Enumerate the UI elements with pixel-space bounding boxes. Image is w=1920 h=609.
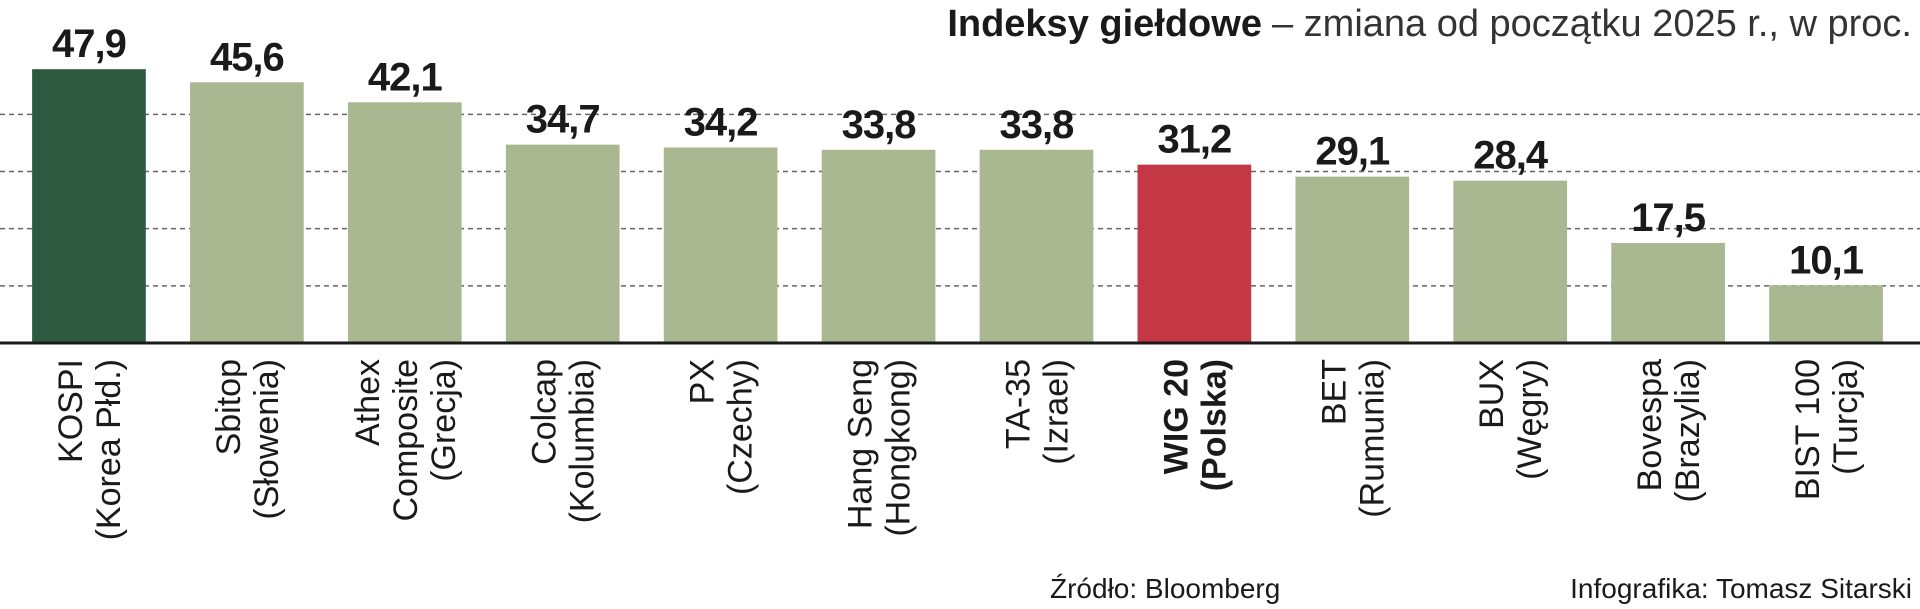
x-tick-label: WIG 20 (Polska): [1157, 359, 1233, 491]
credit: Infografika: Tomasz Sitarski: [1570, 573, 1912, 604]
x-tick-label-line: (Słowenia): [248, 359, 286, 520]
x-tick-label-line: (Węgry): [1511, 359, 1549, 480]
x-tick-label-line: (Polska): [1195, 359, 1233, 491]
x-tick-label: Athex Composite (Grecja): [349, 359, 463, 522]
value-label: 17,5: [1631, 196, 1706, 240]
value-label: 34,2: [684, 100, 758, 144]
chart-subtitle: – zmiana od początku 2025 r., w proc.: [1272, 3, 1912, 45]
value-label: 45,6: [210, 35, 284, 79]
value-label: 31,2: [1157, 118, 1231, 162]
value-label: 33,8: [842, 103, 917, 147]
x-tick-label-line: (Brazylia): [1669, 359, 1707, 503]
x-tick-label: Sbitop (Słowenia): [210, 359, 286, 520]
x-tick-label-line: KOSPI: [52, 359, 90, 463]
x-tick-label-line: (Izrael): [1037, 359, 1075, 465]
bar: [821, 149, 936, 343]
bar: [1453, 180, 1568, 343]
x-tick-label: TA-35 (Izrael): [999, 359, 1075, 465]
chart-title: Indeksy giełdowe: [947, 3, 1262, 45]
x-tick-label-line: BET: [1315, 359, 1353, 425]
bar: [979, 149, 1094, 343]
bar: [663, 147, 778, 343]
bar: [1611, 242, 1725, 343]
x-tick-label-line: Composite: [387, 359, 425, 522]
chart-heading: Indeksy giełdowe – zmiana od początku 202…: [947, 3, 1912, 45]
x-tick-label-line: (Korea Płd.): [90, 359, 128, 540]
x-tick-label-line: Sbitop: [210, 359, 248, 455]
x-tick-label-line: Athex: [349, 359, 387, 446]
x-tick-label-line: BIST 100: [1789, 359, 1827, 500]
x-tick-label: BET (Rumunia): [1315, 359, 1391, 518]
x-tick-label: BUX (Węgry): [1473, 359, 1549, 480]
bar: [505, 144, 620, 343]
x-tick-label: Colcap (Kolumbia): [526, 359, 602, 523]
value-label: 29,1: [1315, 130, 1390, 174]
x-tick-label-line: (Kolumbia): [564, 359, 602, 523]
x-tick-label-line: (Grecja): [425, 359, 463, 482]
value-label: 47,9: [52, 22, 126, 66]
x-tick-label-line: BUX: [1473, 359, 1511, 429]
x-tick-label: Bovespa (Brazylia): [1631, 359, 1707, 503]
x-tick-label-line: WIG 20: [1157, 359, 1195, 474]
x-tick-label: PX (Czechy): [684, 359, 760, 495]
x-tick-label: BIST 100 (Turcja): [1789, 359, 1865, 500]
x-tick-label-line: (Hongkong): [880, 359, 918, 537]
bar: [1769, 285, 1883, 343]
bar: [190, 82, 304, 343]
bar: [1137, 164, 1252, 343]
value-label: 34,7: [526, 98, 600, 142]
x-tick-label: Hang Seng (Hongkong): [842, 359, 918, 537]
x-tick-label-line: PX: [684, 359, 722, 404]
bar: [32, 69, 146, 344]
value-label: 10,1: [1789, 238, 1864, 282]
x-tick-label-line: (Turcja): [1827, 359, 1865, 475]
x-tick-label-line: TA-35: [999, 359, 1037, 449]
x-tick-label-line: (Rumunia): [1353, 359, 1391, 518]
x-tick-label-line: Colcap: [526, 359, 564, 465]
bar: [347, 102, 462, 343]
x-tick-label-line: Hang Seng: [842, 359, 880, 529]
x-tick-label: KOSPI (Korea Płd.): [52, 359, 128, 540]
value-label: 33,8: [1000, 103, 1075, 147]
value-label: 28,4: [1473, 134, 1549, 178]
bar: [1295, 176, 1410, 343]
x-tick-label-line: Bovespa: [1631, 359, 1669, 491]
source: Źródło: Bloomberg: [1050, 573, 1280, 604]
x-tick-label-line: (Czechy): [722, 359, 760, 495]
value-label: 42,1: [368, 55, 443, 99]
